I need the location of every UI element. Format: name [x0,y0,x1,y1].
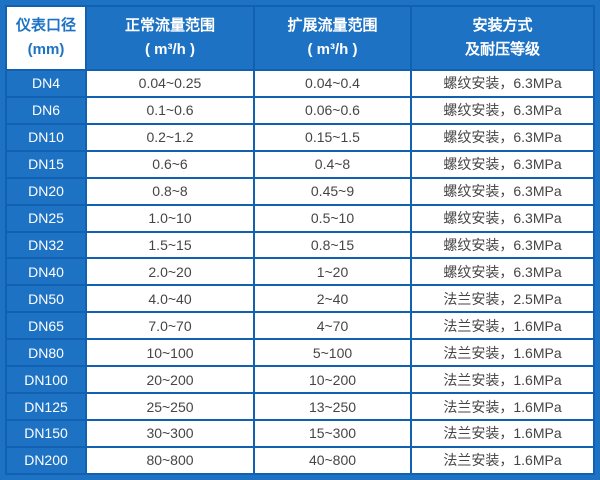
header-row: 仪表口径 (mm) 正常流量范围 ( m³/h ) 扩展流量范围 ( m³/h … [5,5,595,71]
diameter-cell: DN150 [5,418,87,448]
extended-range-cell: 40~800 [253,445,412,476]
diameter-cell: DN20 [5,176,87,206]
extended-range-cell: 0.4~8 [253,149,412,179]
header-normal-line2: ( m³/h ) [145,41,195,58]
extended-range-cell: 0.5~10 [253,203,412,233]
extended-range-cell: 10~200 [253,365,412,395]
normal-range-cell: 0.8~8 [85,176,255,206]
extended-range-cell: 13~250 [253,392,412,421]
diameter-cell: DN100 [5,365,87,395]
extended-range-cell: 0.04~0.4 [253,69,412,98]
diameter-cell: DN125 [5,392,87,421]
install-cell: 法兰安装，1.6MPa [410,311,595,341]
normal-range-cell: 2.0~20 [85,257,255,287]
install-cell: 螺纹安装，6.3MPa [410,122,595,152]
normal-range-cell: 0.2~1.2 [85,122,255,152]
normal-range-cell: 1.5~15 [85,230,255,260]
install-cell: 法兰安装，2.5MPa [410,284,595,314]
header-install: 安装方式 及耐压等级 [410,5,595,71]
install-cell: 法兰安装，1.6MPa [410,365,595,395]
header-extended-line2: ( m³/h ) [307,41,358,58]
diameter-cell: DN32 [5,230,87,260]
normal-range-cell: 20~200 [85,365,255,395]
extended-range-cell: 4~70 [253,311,412,341]
table-row: DN80 10~100 5~100 法兰安装，1.6MPa [5,338,595,368]
table-row: DN10 0.2~1.2 0.15~1.5 螺纹安装，6.3MPa [5,122,595,152]
diameter-cell: DN200 [5,445,87,476]
normal-range-cell: 80~800 [85,445,255,476]
diameter-cell: DN40 [5,257,87,287]
normal-range-cell: 4.0~40 [85,284,255,314]
table-row: DN6 0.1~0.6 0.06~0.6 螺纹安装，6.3MPa [5,95,595,125]
extended-range-cell: 15~300 [253,418,412,448]
diameter-cell: DN65 [5,311,87,341]
header-install-line1: 安装方式 [472,17,533,34]
diameter-cell: DN80 [5,338,87,368]
table-row: DN200 80~800 40~800 法兰安装，1.6MPa [5,445,595,476]
diameter-cell: DN25 [5,203,87,233]
normal-range-cell: 0.1~0.6 [85,95,255,125]
header-normal-line1: 正常流量范围 [124,17,215,34]
table-row: DN15 0.6~6 0.4~8 螺纹安装，6.3MPa [5,149,595,179]
table-row: DN32 1.5~15 0.8~15 螺纹安装，6.3MPa [5,230,595,260]
flow-meter-spec-table: 仪表口径 (mm) 正常流量范围 ( m³/h ) 扩展流量范围 ( m³/h … [5,5,595,476]
table-row: DN65 7.0~70 4~70 法兰安装，1.6MPa [5,311,595,341]
header-install-line2: 及耐压等级 [464,41,540,58]
install-cell: 螺纹安装，6.3MPa [410,95,595,125]
diameter-cell: DN50 [5,284,87,314]
table-row: DN40 2.0~20 1~20 螺纹安装，6.3MPa [5,257,595,287]
table-row: DN100 20~200 10~200 法兰安装，1.6MPa [5,365,595,395]
extended-range-cell: 0.45~9 [253,176,412,206]
table-row: DN4 0.04~0.25 0.04~0.4 螺纹安装，6.3MPa [5,69,595,98]
table-row: DN20 0.8~8 0.45~9 螺纹安装，6.3MPa [5,176,595,206]
install-cell: 螺纹安装，6.3MPa [410,69,595,98]
normal-range-cell: 25~250 [85,392,255,421]
table-body: DN4 0.04~0.25 0.04~0.4 螺纹安装，6.3MPa DN6 0… [5,69,595,476]
header-diameter-line2: (mm) [27,41,65,58]
install-cell: 螺纹安装，6.3MPa [410,176,595,206]
install-cell: 法兰安装，1.6MPa [410,392,595,421]
header-extended-line1: 扩展流量范围 [287,17,378,34]
normal-range-cell: 1.0~10 [85,203,255,233]
install-cell: 螺纹安装，6.3MPa [410,230,595,260]
normal-range-cell: 0.04~0.25 [85,69,255,98]
table-header: 仪表口径 (mm) 正常流量范围 ( m³/h ) 扩展流量范围 ( m³/h … [5,5,595,71]
normal-range-cell: 7.0~70 [85,311,255,341]
diameter-cell: DN10 [5,122,87,152]
table-row: DN125 25~250 13~250 法兰安装，1.6MPa [5,392,595,421]
diameter-cell: DN4 [5,69,87,98]
install-cell: 螺纹安装，6.3MPa [410,203,595,233]
install-cell: 法兰安装，1.6MPa [410,338,595,368]
normal-range-cell: 30~300 [85,418,255,448]
header-diameter-line1: 仪表口径 [15,17,76,34]
install-cell: 法兰安装，1.6MPa [410,445,595,476]
extended-range-cell: 5~100 [253,338,412,368]
table-row: DN25 1.0~10 0.5~10 螺纹安装，6.3MPa [5,203,595,233]
diameter-cell: DN6 [5,95,87,125]
normal-range-cell: 10~100 [85,338,255,368]
extended-range-cell: 0.8~15 [253,230,412,260]
header-diameter: 仪表口径 (mm) [5,5,87,71]
extended-range-cell: 0.15~1.5 [253,122,412,152]
diameter-cell: DN15 [5,149,87,179]
normal-range-cell: 0.6~6 [85,149,255,179]
table-row: DN150 30~300 15~300 法兰安装，1.6MPa [5,418,595,448]
install-cell: 螺纹安装，6.3MPa [410,149,595,179]
header-normal-range: 正常流量范围 ( m³/h ) [85,5,255,71]
extended-range-cell: 1~20 [253,257,412,287]
extended-range-cell: 2~40 [253,284,412,314]
header-extended-range: 扩展流量范围 ( m³/h ) [253,5,412,71]
install-cell: 法兰安装，1.6MPa [410,418,595,448]
install-cell: 螺纹安装，6.3MPa [410,257,595,287]
table-row: DN50 4.0~40 2~40 法兰安装，2.5MPa [5,284,595,314]
extended-range-cell: 0.06~0.6 [253,95,412,125]
